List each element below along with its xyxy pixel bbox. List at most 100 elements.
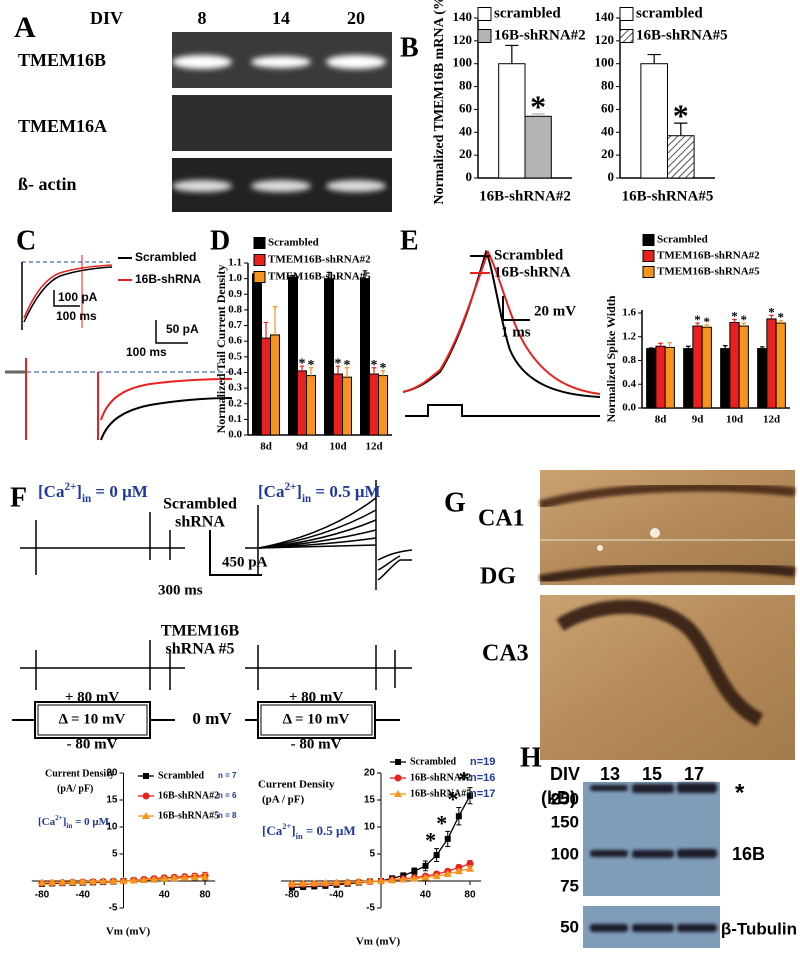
error-bar <box>667 342 673 348</box>
condition-part: in <box>302 493 311 505</box>
y-tick-label: 5 <box>369 849 375 860</box>
error-bar <box>362 270 368 279</box>
x-tick-label: -40 <box>76 890 91 901</box>
bar <box>524 115 552 179</box>
protocol <box>260 704 373 736</box>
significance-label: * <box>673 97 689 133</box>
data-point <box>288 879 297 887</box>
y-tick-label: 60 <box>601 100 614 115</box>
blot-bands <box>590 783 717 932</box>
panel-label: C <box>16 225 36 256</box>
significance-label: * <box>731 308 738 323</box>
significance-label: * <box>778 310 785 325</box>
protocol <box>37 704 148 736</box>
row-label: shRNA #5 <box>166 641 235 658</box>
cell-layer <box>556 599 764 727</box>
data-point <box>201 872 210 880</box>
significance-label: * <box>425 828 436 853</box>
legend-label: Scrambled <box>135 250 196 264</box>
blot-bands <box>677 924 717 932</box>
legend-label: TMEM16B-shRNA#2 <box>268 254 371 266</box>
y-tick-label: 0.0 <box>228 429 242 441</box>
bar <box>369 373 379 436</box>
trace <box>245 645 412 690</box>
gel-bands <box>172 55 232 69</box>
data-point <box>321 878 330 886</box>
bar <box>640 63 669 179</box>
bar <box>261 337 271 436</box>
trace <box>402 249 601 395</box>
data-point <box>119 877 128 884</box>
y-tick-label: 1.2 <box>622 330 636 342</box>
bar <box>360 278 370 436</box>
bar <box>252 273 262 436</box>
panel-g: CA1 DG CA3 <box>478 470 796 760</box>
data-point <box>48 878 57 886</box>
data-point <box>190 873 199 881</box>
protocol-label: Δ = 10 mV <box>283 711 350 727</box>
x-tick-label: 12d <box>763 414 780 426</box>
panel-a: DIV 8 14 20 TMEM16B TMEM16A ß- actin <box>18 8 392 212</box>
band-label: β-Tubulin <box>721 919 797 938</box>
trace <box>258 544 377 549</box>
gel-bands <box>172 55 386 192</box>
condition-part: [Ca <box>262 823 283 838</box>
error-bar <box>722 345 728 349</box>
legend-label: Scrambled <box>158 770 205 781</box>
x-tick-label: 40 <box>159 890 171 901</box>
y-tick-label: 0.7 <box>228 319 242 331</box>
y-tick-label: 80 <box>459 78 472 93</box>
data-point <box>455 813 462 820</box>
vessel <box>650 528 660 538</box>
panel-label: E <box>400 225 419 256</box>
error-bar <box>695 322 700 327</box>
significance-label: * <box>741 312 748 327</box>
x-axis-label: 16B-shRNA#2 <box>479 188 571 204</box>
error-bar <box>685 345 691 349</box>
protocol-label: - 80 mV <box>67 736 118 752</box>
y-tick-label: 120 <box>595 32 615 47</box>
legend-label: scrambled <box>636 5 703 21</box>
panel-label: B <box>400 32 419 63</box>
legend-marker <box>394 774 402 782</box>
y-tick-label: 20 <box>601 146 614 161</box>
y-axis-label: Normalized TMEM16B mRNA (%) <box>432 0 447 205</box>
legend-marker <box>142 812 150 819</box>
panel-h: DIV 13 15 17 (kD) 250 150 100 75 50 * 16… <box>541 764 797 948</box>
lane-label: 17 <box>684 764 704 784</box>
trace <box>100 378 233 421</box>
condition-part: = 0 μM <box>72 816 109 828</box>
y-tick-label: 5 <box>112 849 118 860</box>
y-tick-label: 0 <box>466 169 473 184</box>
legend-n-label: n=19 <box>470 756 495 768</box>
blot-bands <box>590 785 628 791</box>
y-tick-label: 0 <box>608 169 615 184</box>
y-axis-label: Normalized Spike Width <box>604 295 618 422</box>
condition-part: in <box>82 493 91 505</box>
y-tick-label: 40 <box>459 123 472 138</box>
significance-label: * <box>299 356 306 371</box>
legend-label: Scrambled <box>657 234 708 246</box>
y-tick-label: 1.0 <box>228 272 242 284</box>
data-point <box>160 874 169 882</box>
gel-bands <box>326 180 386 192</box>
condition-label: [Ca2+]in = 0.5 μM <box>262 821 356 841</box>
panel-label: A <box>14 11 36 44</box>
y-tick-label: 10 <box>364 822 376 833</box>
panel-labels: A B C D E F G H <box>10 11 542 774</box>
y-tick-label: 120 <box>453 32 473 47</box>
y-tick-label: 0.4 <box>622 378 636 390</box>
legend-swatch <box>477 7 492 21</box>
error-bar <box>290 274 296 278</box>
bar <box>720 348 731 409</box>
panel-label: H <box>520 742 542 773</box>
error-bar <box>308 367 314 376</box>
significance-label: * <box>447 787 458 812</box>
error-bar <box>674 122 688 136</box>
legend-label: Scrambled <box>494 247 564 263</box>
data-point <box>37 878 46 886</box>
legend-swatch <box>253 254 266 266</box>
panel-f-text: Scrambled shRNA TMEM16B shRNA #5 450 pA … <box>59 496 350 753</box>
legend-label: Scrambled <box>268 237 319 249</box>
